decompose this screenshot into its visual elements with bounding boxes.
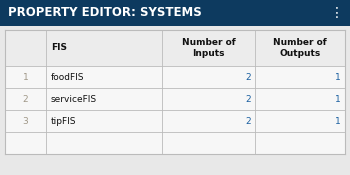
Bar <box>5 110 345 132</box>
Text: PROPERTY EDITOR: SYSTEMS: PROPERTY EDITOR: SYSTEMS <box>8 6 202 19</box>
Bar <box>0 0 350 26</box>
Text: 2: 2 <box>245 72 251 82</box>
Text: 3: 3 <box>22 117 28 125</box>
Text: tipFIS: tipFIS <box>51 117 76 125</box>
Text: 1: 1 <box>335 117 341 125</box>
Text: 2: 2 <box>245 94 251 103</box>
Text: ⋮: ⋮ <box>330 6 344 20</box>
Bar <box>5 30 345 154</box>
Text: foodFIS: foodFIS <box>51 72 84 82</box>
Text: Number of
Inputs: Number of Inputs <box>182 38 236 58</box>
Text: 1: 1 <box>335 94 341 103</box>
Text: serviceFIS: serviceFIS <box>51 94 97 103</box>
Text: 2: 2 <box>245 117 251 125</box>
Bar <box>5 30 345 66</box>
Bar <box>5 132 345 154</box>
Bar <box>5 88 345 110</box>
Text: 1: 1 <box>335 72 341 82</box>
Text: 2: 2 <box>23 94 28 103</box>
Text: 1: 1 <box>22 72 28 82</box>
Text: Number of
Outputs: Number of Outputs <box>273 38 327 58</box>
Text: FIS: FIS <box>51 44 67 52</box>
Bar <box>5 66 345 88</box>
